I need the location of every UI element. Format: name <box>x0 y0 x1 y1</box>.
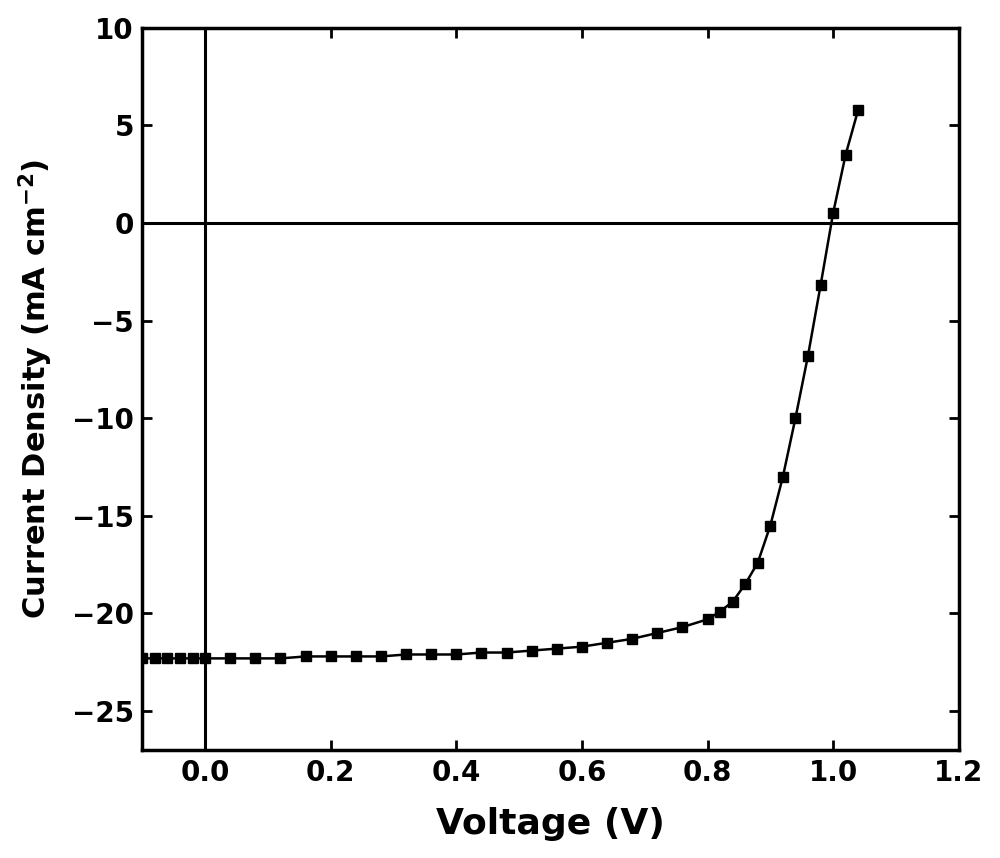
Y-axis label: Current Density (mA cm$^{-2}$): Current Density (mA cm$^{-2}$) <box>17 159 55 619</box>
X-axis label: Voltage (V): Voltage (V) <box>436 807 665 842</box>
